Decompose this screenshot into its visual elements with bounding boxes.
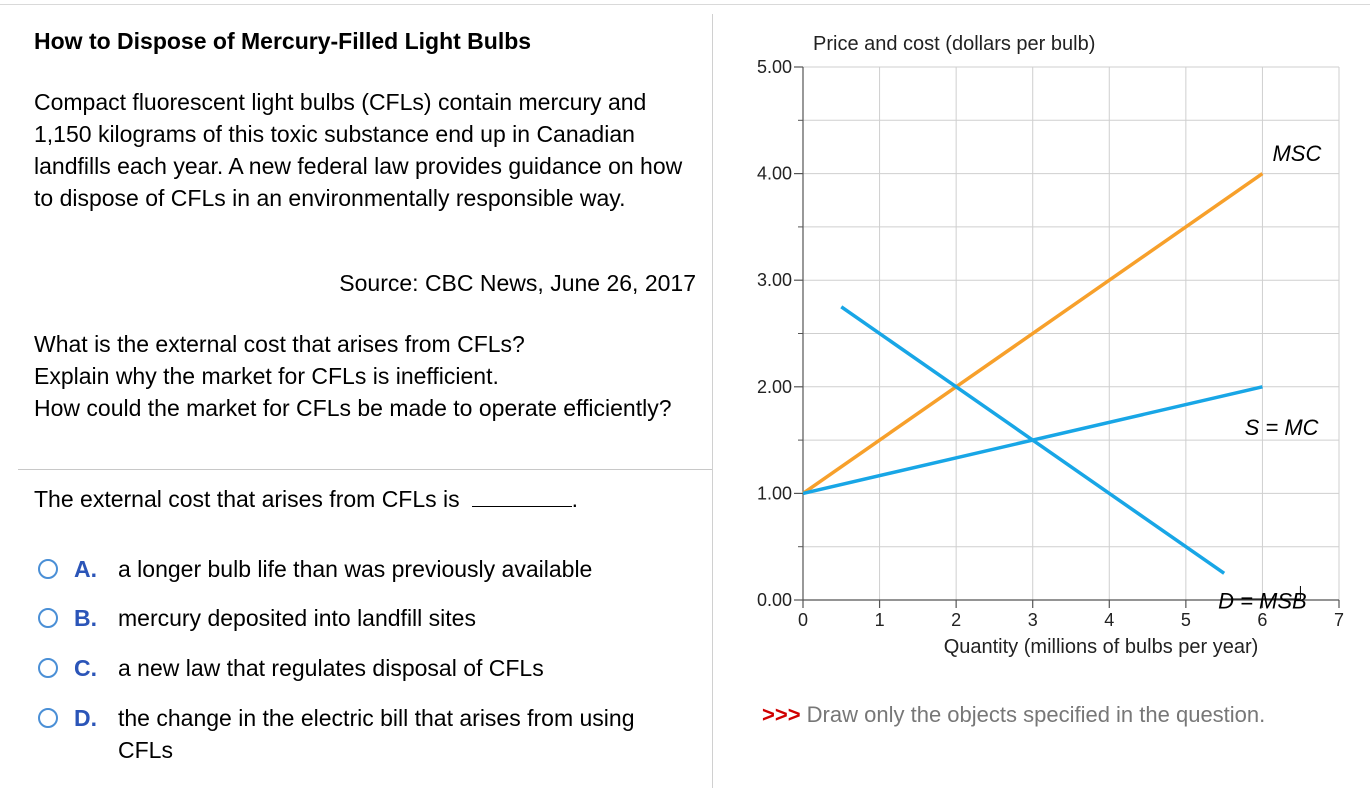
instruction-arrows: >>> bbox=[762, 702, 801, 727]
chart-labels: Price and cost (dollars per bulb) Quantit… bbox=[813, 33, 1321, 658]
series-label-s-mc: S = MC bbox=[1245, 415, 1319, 440]
radio-d[interactable] bbox=[38, 708, 58, 728]
option-d[interactable]: D. the change in the electric bill that … bbox=[38, 705, 658, 766]
article-title: How to Dispose of Mercury-Filled Light B… bbox=[34, 28, 532, 54]
option-c-text: a new law that regulates disposal of CFL… bbox=[118, 655, 544, 681]
series-line-msc bbox=[802, 172, 1264, 495]
answer-blank bbox=[471, 486, 572, 507]
option-a[interactable]: A. a longer bulb life than was previousl… bbox=[38, 556, 592, 585]
chart-series bbox=[802, 172, 1264, 575]
question-2: Explain why the market for CFLs is ineff… bbox=[34, 363, 499, 389]
x-tick-label: 4 bbox=[1104, 610, 1114, 630]
x-tick-label: 6 bbox=[1257, 610, 1267, 630]
option-b-text: mercury deposited into landfill sites bbox=[118, 605, 476, 631]
option-d-letter: D. bbox=[74, 705, 97, 731]
y-tick-label: 1.00 bbox=[757, 483, 792, 503]
y-tick-label: 5.00 bbox=[757, 57, 792, 77]
supply-demand-chart[interactable]: 0.00 1.00 2.00 3.00 4.00 5.00 0 1 2 3 4 5 6 7 Price a… bbox=[730, 20, 1370, 700]
prompt-text: The external cost that arises from CFLs … bbox=[34, 486, 460, 512]
option-a-letter: A. bbox=[74, 556, 97, 582]
y-axis-label: Price and cost (dollars per bulb) bbox=[813, 33, 1095, 55]
x-tick-label: 3 bbox=[1028, 610, 1038, 630]
chart-ticks: 0.00 1.00 2.00 3.00 4.00 5.00 0 1 2 3 4 5 6 7 bbox=[757, 57, 1344, 630]
x-tick-label: 2 bbox=[951, 610, 961, 630]
y-tick-label: 2.00 bbox=[757, 377, 792, 397]
article-text: Compact fluorescent light bulbs (CFLs) c… bbox=[34, 89, 683, 211]
chart-grid bbox=[802, 66, 1340, 601]
prompt-end: . bbox=[571, 486, 579, 512]
top-rule bbox=[0, 4, 1370, 5]
y-tick-label: 4.00 bbox=[757, 164, 792, 184]
radio-b[interactable] bbox=[38, 608, 58, 628]
question-1: What is the external cost that arises fr… bbox=[34, 331, 525, 357]
instruction-text: >>> Draw only the objects specified in t… bbox=[762, 702, 1265, 728]
option-c[interactable]: C. a new law that regulates disposal of … bbox=[38, 655, 544, 684]
instruction-body: Draw only the objects specified in the q… bbox=[806, 702, 1266, 727]
x-tick-label: 0 bbox=[798, 610, 808, 630]
question-prompt: The external cost that arises from CFLs … bbox=[34, 486, 578, 513]
question-3: How could the market for CFLs be made to… bbox=[34, 395, 672, 421]
option-b[interactable]: B. mercury deposited into landfill sites bbox=[38, 605, 476, 634]
y-tick-label: 0.00 bbox=[757, 590, 792, 610]
y-tick-label: 3.00 bbox=[757, 270, 792, 290]
option-b-letter: B. bbox=[74, 605, 97, 631]
section-divider bbox=[18, 469, 712, 470]
radio-a[interactable] bbox=[38, 559, 58, 579]
series-label-msc: MSC bbox=[1272, 141, 1321, 166]
radio-c[interactable] bbox=[38, 658, 58, 678]
option-d-text: the change in the electric bill that ari… bbox=[118, 705, 635, 763]
option-c-letter: C. bbox=[74, 655, 97, 681]
panel-divider bbox=[712, 14, 713, 788]
x-tick-label: 7 bbox=[1334, 610, 1344, 630]
question-list: What is the external cost that arises fr… bbox=[34, 328, 694, 424]
series-line-d-msb bbox=[840, 305, 1226, 575]
article-source: Source: CBC News, June 26, 2017 bbox=[339, 270, 696, 296]
series-label-d-msb: D = MSB bbox=[1218, 589, 1307, 614]
x-axis-label: Quantity (millions of bulbs per year) bbox=[944, 636, 1259, 658]
x-tick-label: 1 bbox=[875, 610, 885, 630]
option-a-text: a longer bulb life than was previously a… bbox=[118, 556, 593, 582]
x-tick-label: 5 bbox=[1181, 610, 1191, 630]
